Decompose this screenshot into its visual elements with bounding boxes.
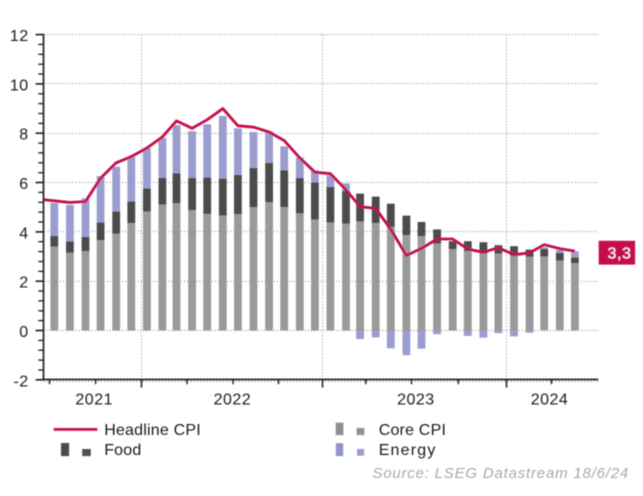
svg-text:2023: 2023 <box>397 392 435 409</box>
svg-text:Source: LSEG Datastream 18/6/2: Source: LSEG Datastream 18/6/24 <box>372 465 629 482</box>
svg-text:8: 8 <box>19 127 28 144</box>
svg-text:10: 10 <box>10 77 29 94</box>
svg-text:0: 0 <box>19 324 28 341</box>
svg-text:12: 12 <box>10 28 29 45</box>
svg-text:Core CPI: Core CPI <box>379 422 446 439</box>
svg-text:-2: -2 <box>13 373 28 390</box>
svg-text:Energy: Energy <box>379 442 437 459</box>
svg-text:4: 4 <box>19 225 28 242</box>
svg-text:2: 2 <box>19 275 28 292</box>
svg-text:2024: 2024 <box>531 392 569 409</box>
svg-text:3,3: 3,3 <box>607 245 631 262</box>
svg-text:2022: 2022 <box>214 392 252 409</box>
svg-text:2021: 2021 <box>75 392 113 409</box>
svg-text:Food: Food <box>104 442 141 459</box>
svg-text:Headline CPI: Headline CPI <box>104 422 201 439</box>
svg-text:6: 6 <box>19 176 28 193</box>
